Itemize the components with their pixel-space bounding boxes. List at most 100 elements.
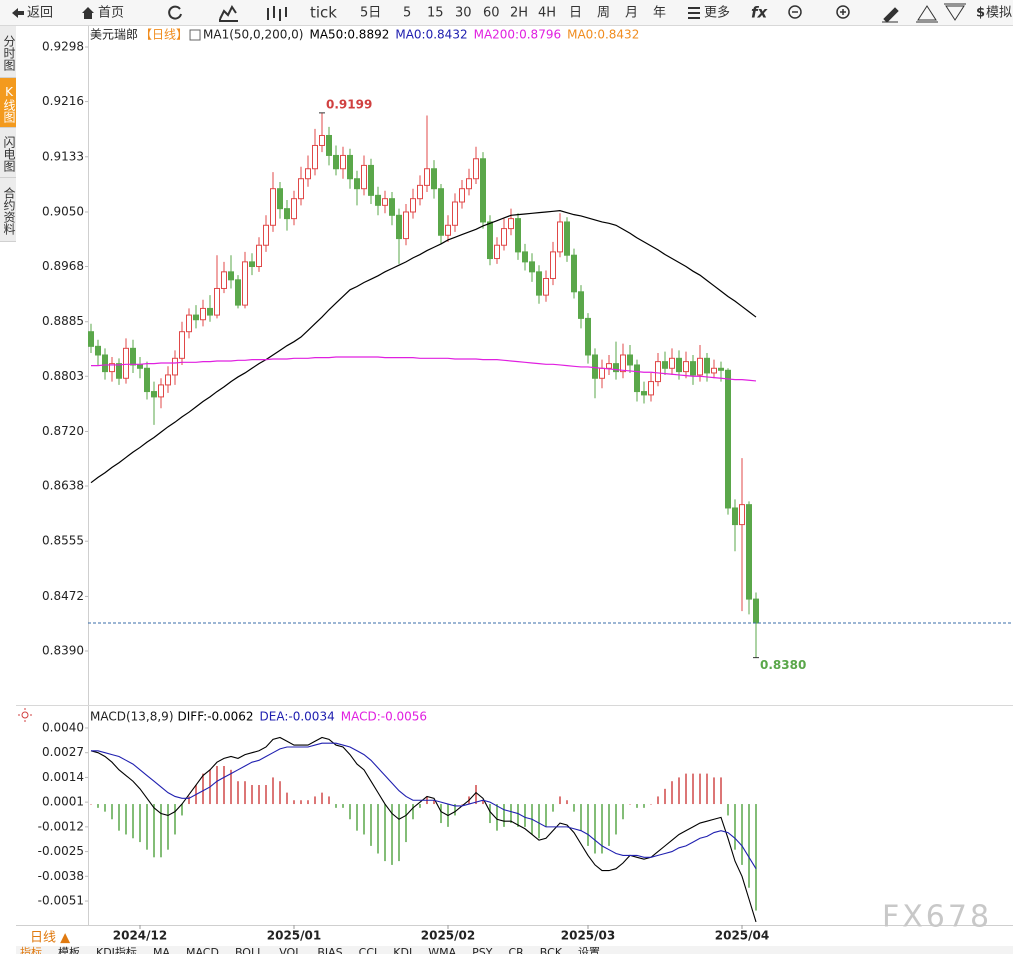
candle-body bbox=[200, 307, 206, 321]
indicator-tab[interactable]: 指标 bbox=[20, 945, 42, 954]
indicator-tab[interactable]: CCI bbox=[359, 946, 378, 954]
indicator-tab[interactable]: KDJ bbox=[393, 946, 412, 954]
candle-body bbox=[340, 154, 346, 170]
macd-bar bbox=[419, 804, 421, 808]
candle-body bbox=[599, 367, 605, 379]
indicator-tab[interactable]: BCK bbox=[540, 946, 563, 954]
macd-bar bbox=[391, 804, 393, 865]
macd-bar bbox=[111, 804, 113, 820]
candle-body bbox=[137, 364, 143, 369]
candle-body bbox=[158, 384, 164, 398]
macd-bar bbox=[755, 804, 757, 911]
legend-entry: MA0:0.8432 bbox=[395, 28, 467, 42]
indicator-tab[interactable]: BOLL bbox=[235, 946, 264, 954]
sidebar-tab[interactable]: 分时图 bbox=[0, 26, 16, 78]
toolbar-button[interactable]: 首页 bbox=[98, 6, 124, 21]
macd-bar bbox=[692, 773, 694, 805]
back-icon[interactable] bbox=[12, 8, 24, 18]
toolbar-button[interactable]: 更多 bbox=[704, 5, 730, 21]
macd-bar bbox=[510, 804, 512, 824]
macd-bar bbox=[475, 785, 477, 805]
candle-body bbox=[186, 314, 192, 333]
sidebar-tab[interactable]: 合约资料 bbox=[0, 178, 16, 242]
sidebar-tab[interactable]: 闪电图 bbox=[0, 128, 16, 178]
candle-body bbox=[354, 178, 360, 190]
up-triangle-icon[interactable] bbox=[916, 5, 938, 23]
toolbar-button[interactable]: 60 bbox=[483, 6, 500, 21]
toolbar-button[interactable]: 15 bbox=[427, 6, 444, 21]
y-tick-label: 0.8968 bbox=[42, 259, 84, 273]
indicator-tab[interactable]: BIAS bbox=[317, 946, 342, 954]
chart-title: 美元瑞郎 bbox=[90, 28, 138, 42]
period-selector[interactable]: 日线 ▲ bbox=[30, 931, 70, 946]
candle-body bbox=[480, 158, 486, 223]
zoom-in-icon[interactable] bbox=[836, 5, 850, 19]
macd-bar bbox=[461, 804, 463, 805]
toolbar-button[interactable]: 5日 bbox=[360, 6, 381, 21]
candle-body bbox=[284, 208, 290, 220]
macd-bar bbox=[545, 804, 547, 827]
sidebar-tab[interactable]: K线图 bbox=[0, 78, 16, 128]
candle-body bbox=[361, 164, 367, 190]
candle-body bbox=[662, 361, 668, 369]
indicator-tab[interactable]: MACD bbox=[186, 946, 219, 954]
chart-icon[interactable] bbox=[219, 5, 238, 22]
toolbar-button[interactable]: 2H bbox=[510, 6, 528, 21]
macd-bar bbox=[272, 777, 274, 805]
indicator-tab[interactable]: 设置 bbox=[578, 946, 600, 954]
zoom-in-icon[interactable] bbox=[840, 9, 846, 15]
candle-body bbox=[263, 224, 269, 246]
indicator-tab[interactable]: KDJ指标 bbox=[96, 945, 137, 954]
macd-bar bbox=[118, 804, 120, 831]
indicator-tab[interactable]: PSY bbox=[472, 946, 493, 954]
toolbar-button[interactable]: 4H bbox=[538, 6, 556, 21]
candle-body bbox=[228, 271, 234, 281]
toolbar-button[interactable]: 5 bbox=[403, 6, 411, 21]
macd-line bbox=[91, 742, 757, 869]
toolbar-button[interactable]: 日 bbox=[569, 6, 582, 21]
macd-bar bbox=[720, 777, 722, 805]
pen-icon[interactable] bbox=[882, 7, 899, 23]
indicator-tab[interactable]: VOL bbox=[279, 946, 302, 954]
fx-icon[interactable]: fx bbox=[751, 4, 769, 22]
macd-bar bbox=[580, 804, 582, 831]
toolbar-button[interactable]: 模拟 bbox=[986, 6, 1012, 21]
indicator-tab[interactable]: 模板 bbox=[58, 945, 80, 954]
home-icon[interactable] bbox=[82, 7, 94, 19]
indicator-tab[interactable]: CR bbox=[508, 946, 524, 954]
x-tick-label: 2024/12 bbox=[113, 929, 167, 943]
candle-body bbox=[109, 363, 115, 373]
toolbar-button[interactable]: 周 bbox=[597, 6, 610, 21]
zoom-out-icon[interactable] bbox=[788, 5, 802, 19]
refresh-icon[interactable] bbox=[168, 5, 182, 20]
candle-body bbox=[522, 251, 528, 263]
toolbar-button[interactable]: 年 bbox=[653, 6, 666, 21]
toolbar-button[interactable]: 30 bbox=[455, 6, 472, 21]
macd-bar bbox=[496, 804, 498, 831]
indicator-tab[interactable]: MA bbox=[153, 946, 170, 954]
y-tick-label: 0.8390 bbox=[42, 643, 84, 657]
macd-bar bbox=[699, 773, 701, 805]
macd-bar bbox=[363, 804, 365, 835]
candle-body bbox=[130, 347, 136, 366]
annotation-label: 0.8380 bbox=[760, 658, 806, 672]
candle-icon[interactable] bbox=[267, 6, 287, 21]
macd-bar bbox=[601, 804, 603, 854]
macd-bar bbox=[552, 804, 554, 812]
toolbar-button[interactable]: 月 bbox=[625, 6, 638, 21]
candle-body bbox=[718, 367, 724, 371]
candle-body bbox=[277, 188, 283, 210]
macd-bar bbox=[244, 781, 246, 805]
down-triangle-icon[interactable] bbox=[944, 3, 966, 21]
toolbar-button[interactable]: tick bbox=[310, 4, 337, 22]
macd-bar bbox=[608, 804, 610, 846]
indicator-tab[interactable]: WMA bbox=[428, 946, 456, 954]
sun-icon[interactable] bbox=[18, 708, 32, 722]
period-box bbox=[18, 928, 78, 945]
toolbar-button[interactable]: 返回 bbox=[27, 6, 53, 21]
dollar-icon[interactable]: $ bbox=[976, 6, 985, 21]
sun-icon[interactable] bbox=[21, 711, 29, 719]
menu-icon[interactable] bbox=[688, 7, 700, 19]
macd-bar bbox=[587, 804, 589, 846]
